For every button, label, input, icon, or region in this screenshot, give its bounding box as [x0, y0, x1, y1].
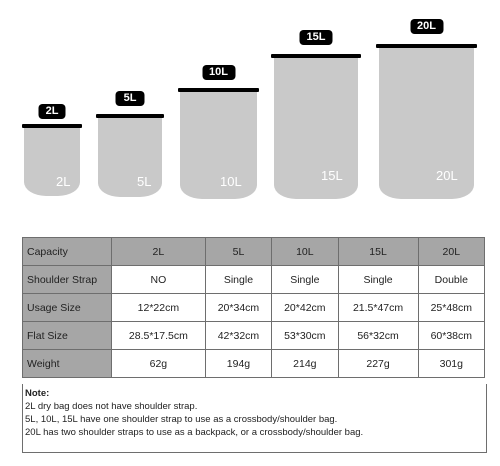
column-header: 10L — [271, 237, 339, 266]
bag-label: 2L — [56, 174, 71, 189]
table-cell: 60*38cm — [417, 321, 486, 350]
bag-rim — [96, 114, 164, 118]
capacity-badge: 10L — [202, 65, 235, 80]
table-cell: 56*32cm — [337, 321, 419, 350]
bag-body — [274, 58, 358, 199]
row-label: Shoulder Strap — [22, 265, 112, 294]
bag-label: 20L — [436, 168, 458, 183]
column-header: 15L — [337, 237, 419, 266]
bag-rim — [22, 124, 82, 128]
table-cell: Single — [337, 265, 419, 294]
spec-table: Capacity 2L 5L 10L 15L 20L Shoulder Stra… — [22, 237, 486, 378]
column-header: 2L — [111, 237, 206, 266]
note-title: Note: — [25, 388, 50, 399]
note-box: Note: 2L dry bag does not have shoulder … — [22, 384, 487, 453]
table-cell: 20*34cm — [204, 293, 273, 322]
bag-rim — [376, 44, 477, 48]
table-cell: Single — [271, 265, 339, 294]
note-line: 20L has two shoulder straps to use as a … — [25, 427, 364, 438]
bag-20l: 20L 20L — [376, 19, 477, 199]
table-cell: 42*32cm — [204, 321, 273, 350]
table-cell: 62g — [111, 349, 206, 378]
table-header-row: Capacity 2L 5L 10L 15L 20L — [22, 237, 486, 266]
bag-label: 5L — [137, 174, 152, 189]
table-cell: 214g — [271, 349, 339, 378]
table-cell: 28.5*17.5cm — [111, 321, 206, 350]
bag-rim — [178, 88, 259, 92]
table-cell: Double — [417, 265, 486, 294]
bag-rim — [271, 54, 361, 58]
table-cell: 194g — [204, 349, 273, 378]
table-cell: 25*48cm — [417, 293, 486, 322]
note-line: 5L, 10L, 15L have one shoulder strap to … — [25, 414, 338, 425]
table-cell: 301g — [417, 349, 486, 378]
row-label: Usage Size — [22, 293, 112, 322]
table-cell: NO — [111, 265, 206, 294]
bag-body — [98, 118, 162, 197]
bag-15l: 15L 15L — [271, 30, 361, 199]
table-cell: 53*30cm — [271, 321, 339, 350]
table-row: Weight 62g 194g 214g 227g 301g — [22, 349, 486, 378]
capacity-badge: 5L — [115, 91, 145, 106]
capacity-badge: 15L — [299, 30, 333, 45]
bag-5l: 5L 5L — [96, 91, 164, 197]
row-label: Weight — [22, 349, 112, 378]
table-cell: 12*22cm — [111, 293, 206, 322]
bag-body — [24, 128, 80, 196]
table-row: Shoulder Strap NO Single Single Single D… — [22, 265, 486, 294]
table-cell: Single — [204, 265, 273, 294]
bag-label: 15L — [321, 168, 343, 183]
bag-2l: 2L 2L — [22, 104, 82, 196]
table-cell: 20*42cm — [271, 293, 339, 322]
bag-label: 10L — [220, 174, 242, 189]
note-line: 2L dry bag does not have shoulder strap. — [25, 401, 198, 412]
table-cell: 227g — [337, 349, 419, 378]
bag-body — [379, 48, 474, 199]
bag-body — [180, 92, 257, 199]
capacity-badge: 20L — [410, 19, 443, 34]
bag-10l: 10L 10L — [178, 65, 259, 199]
capacity-badge: 2L — [38, 104, 66, 119]
column-header: 20L — [417, 237, 486, 266]
row-label: Capacity — [22, 237, 112, 266]
table-cell: 21.5*47cm — [337, 293, 419, 322]
table-row: Flat Size 28.5*17.5cm 42*32cm 53*30cm 56… — [22, 321, 486, 350]
row-label: Flat Size — [22, 321, 112, 350]
table-row: Usage Size 12*22cm 20*34cm 20*42cm 21.5*… — [22, 293, 486, 322]
column-header: 5L — [204, 237, 273, 266]
